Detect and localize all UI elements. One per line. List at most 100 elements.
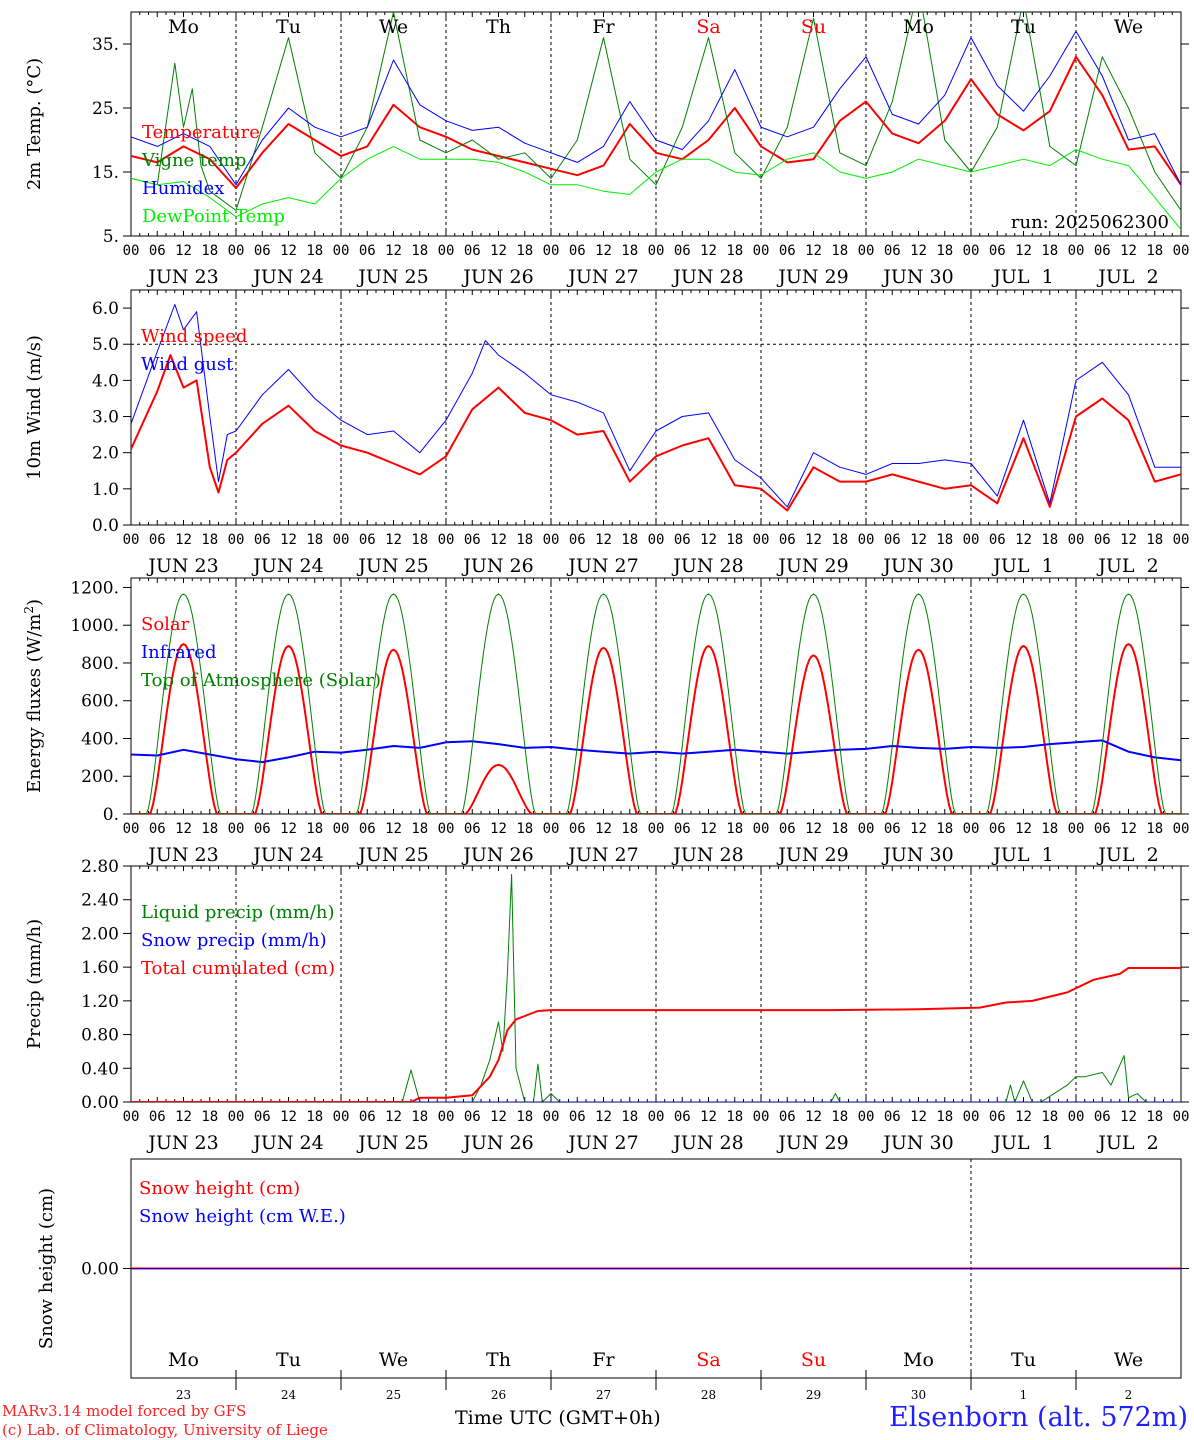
day-name-top-2: We <box>379 16 408 38</box>
day-name-top-5: Sa <box>696 16 720 38</box>
hour-label-2-12: 12 <box>175 821 192 837</box>
day-number-7: 30 <box>911 1388 926 1402</box>
hour-label-1-114: 18 <box>621 532 638 548</box>
y-tick-label-0-3: 35. <box>92 35 119 55</box>
date-label-0-7: JUN 30 <box>881 266 953 288</box>
hour-label-2-156: 12 <box>805 821 822 837</box>
date-label-2-9: JUL 2 <box>1096 844 1158 866</box>
day-name-bottom-0: Mo <box>168 1349 199 1371</box>
hour-label-0-24: 00 <box>228 243 245 259</box>
date-label-0-9: JUL 2 <box>1096 266 1158 288</box>
hour-label-3-96: 00 <box>543 1109 560 1125</box>
y-tick-label-2-4: 800. <box>81 654 119 674</box>
hour-label-2-210: 18 <box>1041 821 1058 837</box>
hour-label-0-210: 18 <box>1041 243 1058 259</box>
date-label-1-7: JUN 30 <box>881 555 953 577</box>
hour-label-0-18: 18 <box>201 243 218 259</box>
hour-label-0-150: 06 <box>779 243 796 259</box>
hour-label-2-24: 00 <box>228 821 245 837</box>
hour-label-3-24: 00 <box>228 1109 245 1125</box>
hour-label-2-30: 06 <box>254 821 271 837</box>
hour-label-0-204: 12 <box>1015 243 1032 259</box>
day-name-bottom-5: Sa <box>696 1349 720 1371</box>
y-tick-label-2-6: 1200. <box>70 578 119 598</box>
date-label-1-2: JUN 25 <box>356 555 428 577</box>
y-tick-label-0-2: 25. <box>92 99 119 119</box>
legend-wind-gust: Wind gust <box>141 354 234 375</box>
day-name-bottom-9: We <box>1114 1349 1143 1371</box>
date-label-3-3: JUN 26 <box>461 1132 533 1154</box>
model-credit: MARv3.14 model forced by GFS <box>2 1402 247 1420</box>
y-tick-label-3-4: 1.60 <box>81 958 119 978</box>
hour-label-2-126: 06 <box>674 821 691 837</box>
hour-label-3-222: 06 <box>1094 1109 1111 1125</box>
date-label-0-8: JUL 1 <box>991 266 1053 288</box>
series-group-0 <box>131 12 1181 230</box>
date-label-0-5: JUN 28 <box>671 266 743 288</box>
date-label-3-9: JUL 2 <box>1096 1132 1158 1154</box>
day-number-6: 29 <box>806 1388 821 1402</box>
hour-label-3-78: 06 <box>464 1109 481 1125</box>
hour-label-0-144: 00 <box>753 243 770 259</box>
hour-label-0-66: 18 <box>411 243 428 259</box>
date-label-0-6: JUN 29 <box>776 266 848 288</box>
hour-label-1-180: 12 <box>910 532 927 548</box>
hour-label-1-90: 18 <box>516 532 533 548</box>
date-label-0-1: JUN 24 <box>251 266 323 288</box>
hour-label-0-168: 00 <box>858 243 875 259</box>
series-vigne-temp-line <box>131 12 1181 211</box>
hour-label-0-132: 12 <box>700 243 717 259</box>
date-label-1-3: JUN 26 <box>461 555 533 577</box>
series-wind-gust-line <box>131 304 1181 508</box>
hour-label-1-0: 00 <box>123 532 140 548</box>
hour-label-0-48: 00 <box>333 243 350 259</box>
hour-label-1-96: 00 <box>543 532 560 548</box>
run-annotation: run: 2025062300 <box>1011 212 1169 233</box>
hour-label-2-150: 06 <box>779 821 796 837</box>
hour-label-0-60: 12 <box>385 243 402 259</box>
date-label-3-6: JUN 29 <box>776 1132 848 1154</box>
hour-label-0-108: 12 <box>595 243 612 259</box>
hour-label-0-84: 12 <box>490 243 507 259</box>
hour-label-0-186: 18 <box>936 243 953 259</box>
day-name-bottom-1: Tu <box>276 1349 301 1371</box>
hour-label-1-168: 00 <box>858 532 875 548</box>
hour-label-1-192: 00 <box>963 532 980 548</box>
hour-label-1-78: 06 <box>464 532 481 548</box>
y-tick-label-1-4: 4.0 <box>92 371 119 391</box>
hour-label-2-216: 00 <box>1068 821 1085 837</box>
hour-label-2-132: 12 <box>700 821 717 837</box>
hour-label-1-66: 18 <box>411 532 428 548</box>
legend-snow-height-cm-w-e: Snow height (cm W.E.) <box>139 1206 346 1227</box>
day-name-top-7: Mo <box>903 16 934 38</box>
hour-label-0-216: 00 <box>1068 243 1085 259</box>
y-tick-label-0-0: 5. <box>103 227 119 247</box>
hour-label-2-96: 00 <box>543 821 560 837</box>
hour-label-3-54: 06 <box>359 1109 376 1125</box>
hour-label-1-102: 06 <box>569 532 586 548</box>
hour-label-1-30: 06 <box>254 532 271 548</box>
hour-label-1-216: 00 <box>1068 532 1085 548</box>
day-number-3: 26 <box>491 1388 506 1402</box>
series-liquid-precip-mm-h-line <box>131 873 1181 1102</box>
day-name-top-9: We <box>1114 16 1143 38</box>
hour-label-0-120: 00 <box>648 243 665 259</box>
y-axis-label-2: Energy fluxes (W/m2) <box>22 599 45 793</box>
hour-label-0-36: 12 <box>280 243 297 259</box>
hour-label-2-84: 12 <box>490 821 507 837</box>
hour-label-1-42: 18 <box>306 532 323 548</box>
date-label-2-1: JUN 24 <box>251 844 323 866</box>
hour-label-0-174: 06 <box>884 243 901 259</box>
hour-label-2-198: 06 <box>989 821 1006 837</box>
hour-label-2-42: 18 <box>306 821 323 837</box>
hour-label-3-138: 18 <box>726 1109 743 1125</box>
y-tick-label-3-3: 1.20 <box>81 992 119 1012</box>
hour-label-0-96: 00 <box>543 243 560 259</box>
date-label-1-8: JUL 1 <box>991 555 1053 577</box>
hour-label-3-72: 00 <box>438 1109 455 1125</box>
hour-label-1-72: 00 <box>438 532 455 548</box>
day-number-2: 25 <box>386 1388 401 1402</box>
hour-label-3-120: 00 <box>648 1109 665 1125</box>
hour-label-3-30: 06 <box>254 1109 271 1125</box>
hour-label-3-126: 06 <box>674 1109 691 1125</box>
